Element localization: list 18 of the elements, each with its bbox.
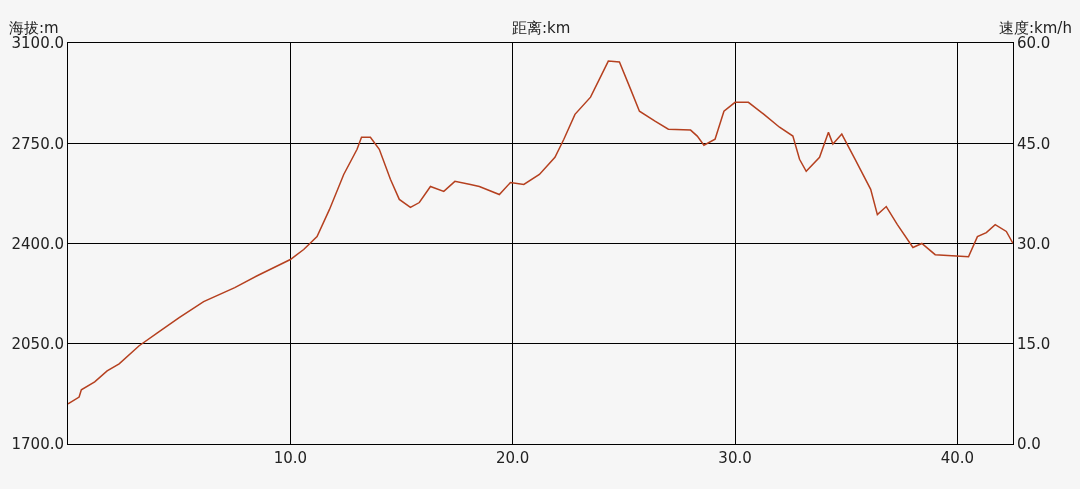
x-tick-label: 40.0 xyxy=(940,449,975,467)
x-tick-label: 20.0 xyxy=(496,449,530,467)
y2-tick-label: 30.0 xyxy=(1017,234,1051,253)
y-tick-label: 2400.0 xyxy=(11,234,64,253)
y2-tick-label: 60.0 xyxy=(1017,34,1051,53)
y-axis-title: 海拔:m xyxy=(9,19,59,37)
y2-tick-label: 15.0 xyxy=(1017,335,1051,353)
y-tick-label: 3100.0 xyxy=(11,34,64,53)
y-tick-label: 1700.0 xyxy=(11,435,64,454)
y-tick-label: 2050.0 xyxy=(11,335,64,353)
y2-axis-title: 速度:km/h xyxy=(999,19,1072,37)
x-axis-title: 距离:km xyxy=(512,19,571,37)
y2-tick-label: 0.0 xyxy=(1017,435,1041,454)
line-series xyxy=(68,60,1013,405)
y2-tick-label: 45.0 xyxy=(1017,134,1051,153)
y-tick-label: 2750.0 xyxy=(11,134,64,153)
x-tick-label: 30.0 xyxy=(718,449,752,467)
x-tick-label: 10.0 xyxy=(273,449,308,467)
